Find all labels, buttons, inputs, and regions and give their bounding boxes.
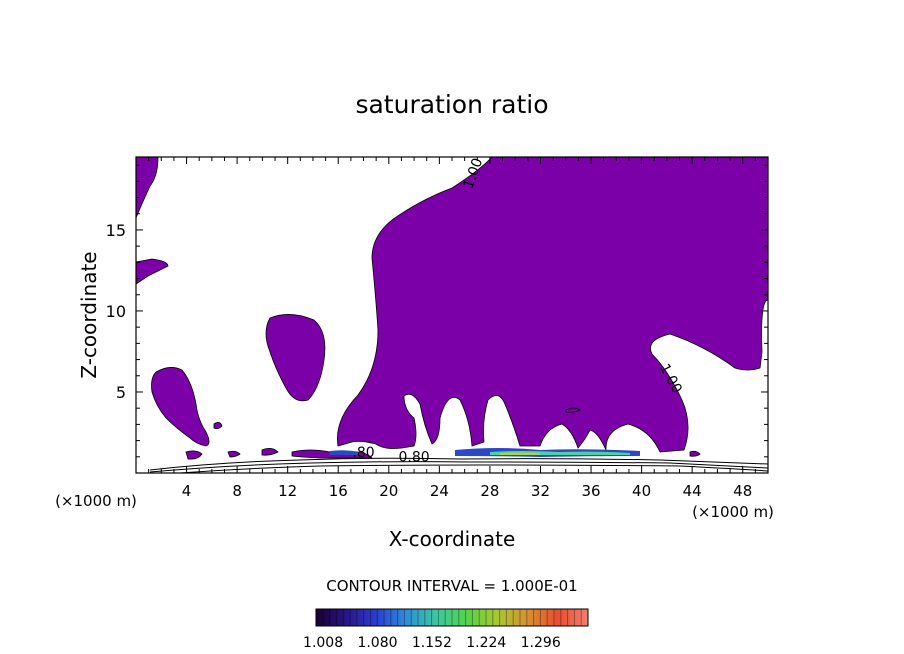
high-value-band-3 [500,452,540,455]
y-tick-labels: 5 10 15 [106,221,126,402]
x-tick-label: 24 [430,482,449,500]
contour-fill [136,157,768,460]
contour-line-2 [149,461,768,473]
small-blob-3 [261,448,279,456]
colorbar [315,608,589,627]
x-tick-label: 44 [683,482,702,500]
colorbar-label: 1.080 [357,635,397,651]
y-tick-label: 15 [106,221,126,240]
small-blob-5 [689,450,701,457]
y-axis-unit: (×1000 m) [55,492,137,510]
x-tick-label: 48 [733,482,752,500]
x-tick-labels: 4 8 12 16 20 24 28 32 36 40 44 48 [182,482,752,500]
x-tick-label: 28 [480,482,499,500]
cloud-5km-region [151,367,210,447]
cloud-12km-region [265,314,326,402]
x-tick-label: 40 [632,482,651,500]
axis-ticks [136,157,768,473]
y-tick-label: 10 [106,302,126,321]
colorbar-ticks [322,609,582,626]
left-top-region [136,157,159,219]
x-tick-label: 12 [278,482,297,500]
y-tick-label: 5 [116,383,126,402]
contour-label: .80 [352,445,374,461]
small-blob-2 [227,450,241,458]
main-supersaturated-region [337,157,768,453]
contour-line-1 [149,457,768,471]
chart-title: saturation ratio [355,90,548,119]
left-mid-region [136,258,169,285]
colorbar-labels: 1.008 1.080 1.152 1.224 1.296 [303,635,561,651]
x-axis-label: X-coordinate [389,527,516,551]
contour-interval-text: CONTOUR INTERVAL = 1.000E-01 [326,577,577,595]
high-value-band-4 [330,450,360,455]
small-blob-1 [185,450,203,460]
colorbar-label: 1.296 [521,635,561,651]
x-axis-unit: (×1000 m) [692,503,774,521]
low-contour-lines [149,457,768,473]
small-blob-4 [213,422,223,430]
y-axis-label: Z-coordinate [77,251,101,378]
colorbar-label: 1.152 [412,635,452,651]
x-tick-label: 36 [581,482,600,500]
x-tick-label: 20 [379,482,398,500]
contour-label: 0.80 [398,450,429,466]
small-blob-6 [565,407,581,413]
x-tick-label: 4 [182,482,192,500]
contour-line-3 [179,464,768,473]
colorbar-label: 1.008 [303,635,343,651]
x-tick-label: 8 [232,482,242,500]
x-tick-label: 32 [531,482,550,500]
colorbar-label: 1.224 [466,635,506,651]
x-tick-label: 16 [329,482,348,500]
